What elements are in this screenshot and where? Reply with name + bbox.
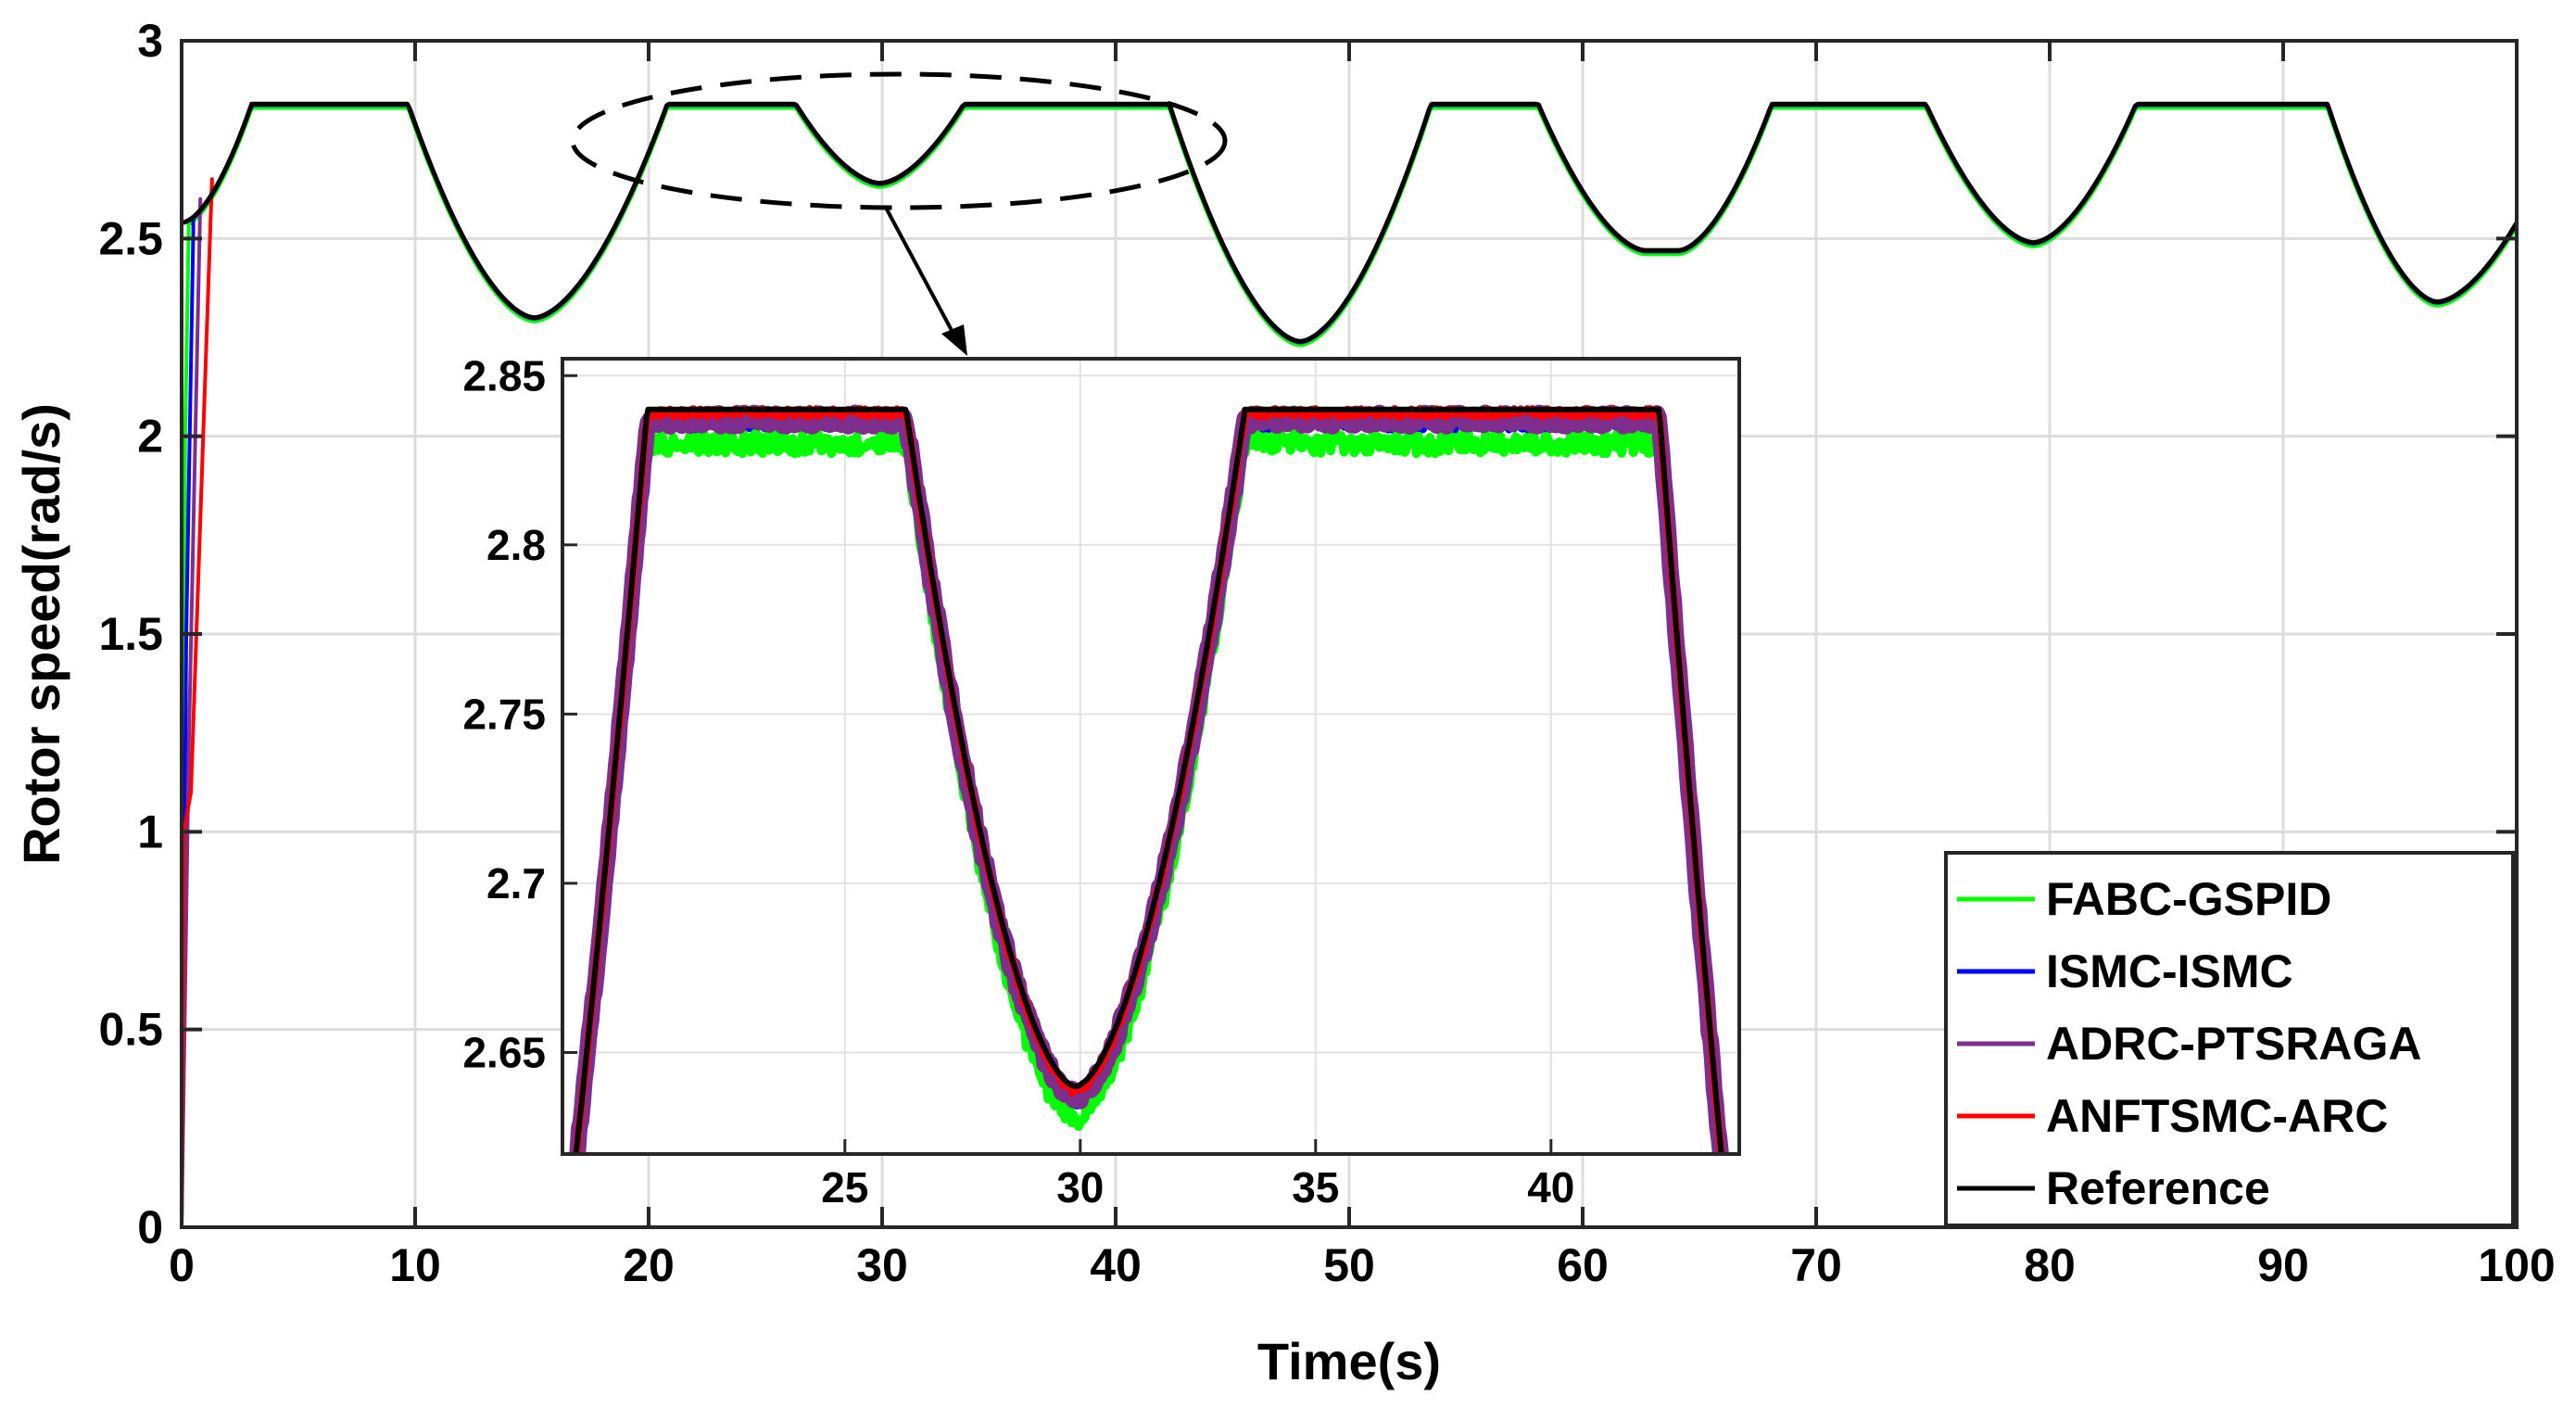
inset-y-tick-label: 2.85 [462, 351, 546, 400]
legend-label: FABC-GSPID [2046, 873, 2331, 925]
x-axis-label: Time(s) [1257, 1332, 1441, 1390]
x-tick-label: 100 [2478, 1239, 2555, 1291]
inset-x-tick-label: 25 [821, 1163, 868, 1211]
y-axis-label: Rotor speed(rad/s) [12, 403, 70, 865]
inset-background [562, 359, 1739, 1154]
x-tick-label: 30 [856, 1239, 908, 1291]
x-tick-label: 60 [1557, 1239, 1609, 1291]
x-tick-label: 80 [2024, 1239, 2076, 1291]
y-tick-label: 1.5 [98, 608, 163, 660]
legend-label: ISMC-ISMC [2046, 945, 2293, 997]
inset-y-tick-label: 2.7 [486, 859, 546, 907]
inset-y-tick-label: 2.8 [486, 521, 546, 569]
inset-y-tick-label: 2.65 [462, 1028, 546, 1076]
inset-x-tick-label: 30 [1056, 1163, 1104, 1211]
y-tick-label: 3 [137, 15, 163, 67]
y-tick-label: 0.5 [98, 1004, 163, 1056]
x-tick-label: 0 [169, 1239, 195, 1291]
legend-label: ADRC-PTSRAGA [2046, 1018, 2422, 1070]
inset-x-tick-label: 35 [1292, 1163, 1339, 1211]
y-tick-label: 0 [137, 1201, 163, 1253]
x-tick-label: 70 [1790, 1239, 1842, 1291]
x-tick-label: 40 [1090, 1239, 1142, 1291]
x-tick-label: 10 [389, 1239, 441, 1291]
legend-label: ANFTSMC-ARC [2046, 1090, 2388, 1142]
y-tick-label: 2 [137, 411, 163, 463]
inset-x-tick-label: 40 [1527, 1163, 1574, 1211]
legend-label: Reference [2046, 1162, 2270, 1214]
x-tick-label: 90 [2257, 1239, 2309, 1291]
rotor-speed-figure: 0 10 20 30 40 50 60 70 80 90 100 0 0.5 1 1.5 2 2.5 3 Time… [0, 0, 2576, 1408]
x-tick-label: 20 [623, 1239, 675, 1291]
x-tick-label: 50 [1323, 1239, 1375, 1291]
y-tick-label: 1 [137, 805, 163, 857]
legend: FABC-GSPID ISMC-ISMC ADRC-PTSRAGA ANFTSMC-A… [1946, 853, 2513, 1225]
y-tick-label: 2.5 [98, 212, 163, 264]
inset-y-tick-label: 2.75 [462, 690, 546, 738]
